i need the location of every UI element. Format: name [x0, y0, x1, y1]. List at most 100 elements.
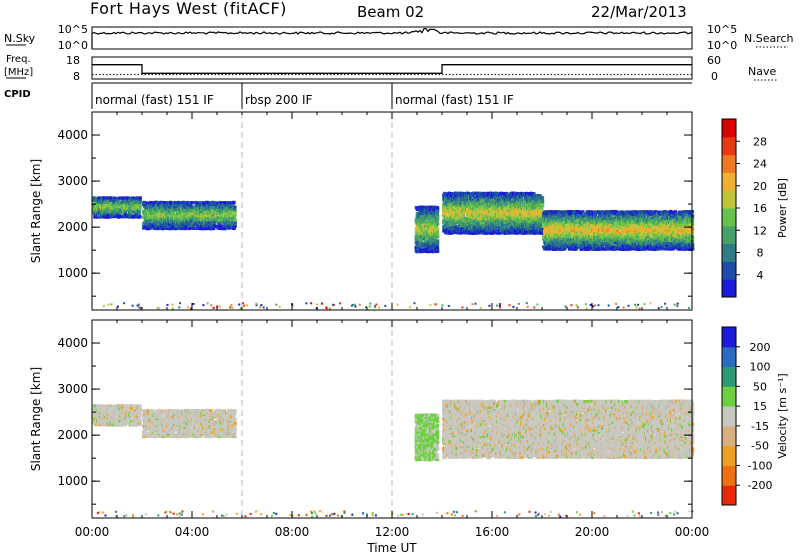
echo-cell	[129, 202, 133, 206]
echo-cell	[156, 201, 160, 205]
echo-cell	[92, 207, 96, 211]
echo-cell	[131, 196, 134, 200]
echo-cell	[133, 202, 137, 206]
echo-cell	[193, 209, 197, 213]
echo-cell	[112, 204, 116, 208]
echo-cell	[137, 213, 141, 217]
echo-cell	[192, 224, 196, 228]
echo-cell	[179, 225, 183, 229]
echo-cell	[218, 200, 222, 205]
echo-cell	[96, 202, 100, 206]
echo-cell	[233, 218, 237, 222]
echo-cell	[181, 222, 185, 226]
echo-cell	[218, 207, 222, 211]
echo-cell	[176, 209, 180, 213]
freq-tick-top: 18	[66, 54, 80, 67]
echo-cell	[110, 215, 114, 219]
echo-cell	[131, 209, 135, 213]
echo-cell	[176, 226, 180, 230]
echo-cell	[191, 222, 195, 226]
echo-cell	[199, 203, 203, 207]
echo-cell	[143, 224, 147, 228]
echo-cell	[190, 207, 194, 211]
nsky-tick-top: 10^5	[58, 23, 88, 36]
freq-label-2: [MHz]	[4, 67, 33, 78]
echo-cell	[196, 224, 200, 228]
echo-cell	[187, 220, 191, 224]
echo-cell	[101, 198, 105, 202]
echo-cell	[118, 213, 122, 217]
echo-cell	[214, 201, 218, 205]
echo-cell	[177, 207, 181, 211]
echo-cell	[167, 225, 171, 229]
echo-cell	[191, 212, 195, 216]
echo-cell	[213, 224, 217, 228]
echo-cell	[119, 203, 123, 207]
echo-cell	[144, 218, 147, 222]
echo-cell	[116, 213, 120, 217]
echo-cell	[176, 214, 180, 218]
echo-cell	[216, 215, 220, 220]
echo-cell	[189, 211, 193, 215]
echo-cell	[171, 209, 175, 213]
echo-cell	[174, 220, 178, 224]
echo-cell	[94, 207, 97, 211]
nsky-panel: N.Sky 10^5 10^0 10^5 10^0 N.Search	[4, 23, 794, 52]
echo-cell	[148, 211, 151, 215]
echo-cell	[115, 196, 119, 201]
echo-cell	[173, 205, 176, 209]
echo-cell	[185, 218, 189, 222]
nsearch-tick-bottom: 10^0	[707, 39, 737, 52]
echo-cell	[156, 205, 160, 209]
echo-cell	[147, 207, 151, 212]
date-label: 22/Mar/2013	[591, 3, 687, 21]
echo-cell	[124, 210, 128, 214]
nsky-trace	[91, 27, 693, 48]
echo-cell	[103, 213, 107, 217]
echo-cell	[178, 203, 182, 207]
echo-cell	[184, 201, 188, 205]
echo-cell	[183, 207, 187, 211]
echo-cell	[103, 206, 107, 210]
echo-cell	[136, 215, 140, 219]
nave-tick-top: 60	[707, 54, 721, 67]
echo-cell	[212, 216, 216, 220]
echo-cell	[204, 210, 208, 214]
echo-cell	[192, 205, 196, 209]
echo-cell	[113, 196, 117, 200]
echo-cell	[202, 227, 206, 231]
echo-cell	[135, 207, 139, 211]
echo-cell	[138, 204, 142, 209]
echo-cell	[150, 201, 154, 205]
echo-cell	[124, 213, 128, 217]
echo-cell	[185, 220, 189, 224]
echo-cell	[195, 207, 198, 211]
echo-cell	[167, 201, 171, 205]
echo-cell	[122, 203, 126, 207]
echo-cell	[184, 214, 188, 218]
echo-cell	[160, 200, 164, 205]
echo-cell	[95, 209, 99, 213]
echo-cell	[436, 239, 440, 243]
freq-tick-bottom: 8	[73, 70, 80, 83]
echo-cell	[109, 207, 113, 211]
echo-cell	[118, 200, 122, 204]
echo-cell	[150, 209, 154, 214]
echo-cell	[128, 196, 132, 200]
echo-cell	[190, 201, 194, 205]
echo-cell	[166, 215, 170, 219]
echo-cell	[120, 211, 124, 215]
cpid-label: CPID	[4, 89, 31, 100]
echo-cell	[218, 205, 222, 209]
echo-cell	[129, 208, 133, 213]
echo-cell	[198, 226, 202, 231]
echo-cell	[137, 209, 141, 213]
echo-cell	[200, 218, 204, 222]
echo-cell	[182, 225, 186, 229]
echo-cell	[99, 213, 102, 217]
echo-cell	[196, 220, 200, 224]
echo-cell	[103, 201, 107, 205]
echo-cell	[206, 209, 210, 213]
echo-cell	[201, 205, 204, 209]
